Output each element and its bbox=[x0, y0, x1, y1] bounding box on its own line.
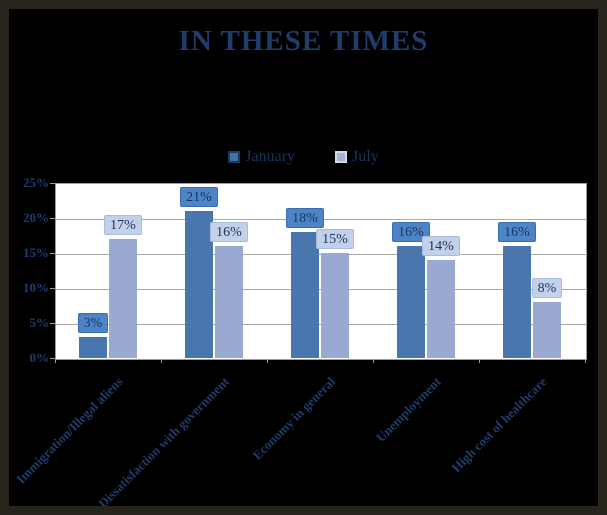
y-axis-tick bbox=[50, 253, 55, 254]
value-label-july-0: 17% bbox=[104, 215, 142, 235]
x-axis-tick bbox=[161, 359, 162, 363]
bar-july-3 bbox=[427, 260, 455, 358]
july-swatch-icon bbox=[335, 151, 348, 163]
y-axis-tick bbox=[50, 358, 55, 359]
x-axis-tick bbox=[585, 359, 586, 363]
legend-item-july: July bbox=[335, 148, 379, 166]
y-axis-tick bbox=[50, 323, 55, 324]
bar-january-0 bbox=[79, 337, 107, 358]
y-axis-label: 15% bbox=[23, 245, 49, 260]
legend-label-january: January bbox=[245, 148, 296, 165]
y-axis-label: 10% bbox=[23, 280, 49, 295]
y-axis-tick bbox=[50, 183, 55, 184]
bar-january-4 bbox=[503, 246, 531, 358]
chart-title: IN THESE TIMES bbox=[178, 25, 429, 57]
bar-july-1 bbox=[215, 246, 243, 358]
value-label-january-4: 16% bbox=[498, 222, 536, 242]
category-label-0: Immigration/Illegal aliens bbox=[13, 374, 126, 487]
bar-july-2 bbox=[321, 253, 349, 358]
value-label-july-2: 15% bbox=[316, 229, 354, 249]
y-axis-tick bbox=[50, 288, 55, 289]
x-axis-tick bbox=[55, 359, 56, 363]
value-label-january-1: 21% bbox=[180, 187, 218, 207]
y-axis-label: 0% bbox=[29, 350, 50, 365]
legend-label-july: July bbox=[352, 148, 379, 165]
january-swatch-icon bbox=[228, 151, 241, 163]
legend: January July bbox=[9, 148, 598, 166]
bar-january-3 bbox=[397, 246, 425, 358]
value-label-january-0: 3% bbox=[78, 313, 108, 333]
x-axis-tick bbox=[267, 359, 268, 363]
y-axis-label: 20% bbox=[23, 210, 49, 225]
bar-july-4 bbox=[533, 302, 561, 358]
category-label-2: Economy in general bbox=[248, 374, 338, 463]
value-label-january-2: 18% bbox=[286, 208, 324, 228]
bar-july-0 bbox=[109, 239, 137, 358]
category-label-3: Unemployment bbox=[372, 374, 444, 445]
bar-january-2 bbox=[291, 232, 319, 358]
y-axis-label: 5% bbox=[29, 315, 50, 330]
y-axis-label: 25% bbox=[23, 175, 49, 190]
y-axis-tick bbox=[50, 218, 55, 219]
value-label-july-3: 14% bbox=[422, 236, 460, 256]
bar-january-1 bbox=[185, 211, 213, 358]
x-axis-tick bbox=[373, 359, 374, 363]
x-axis-tick bbox=[479, 359, 480, 363]
value-label-july-4: 8% bbox=[532, 278, 562, 298]
value-label-january-3: 16% bbox=[392, 222, 430, 242]
value-label-july-1: 16% bbox=[210, 222, 248, 242]
legend-item-january: January bbox=[228, 148, 295, 166]
category-label-4: High cost of healthcare bbox=[448, 374, 550, 476]
